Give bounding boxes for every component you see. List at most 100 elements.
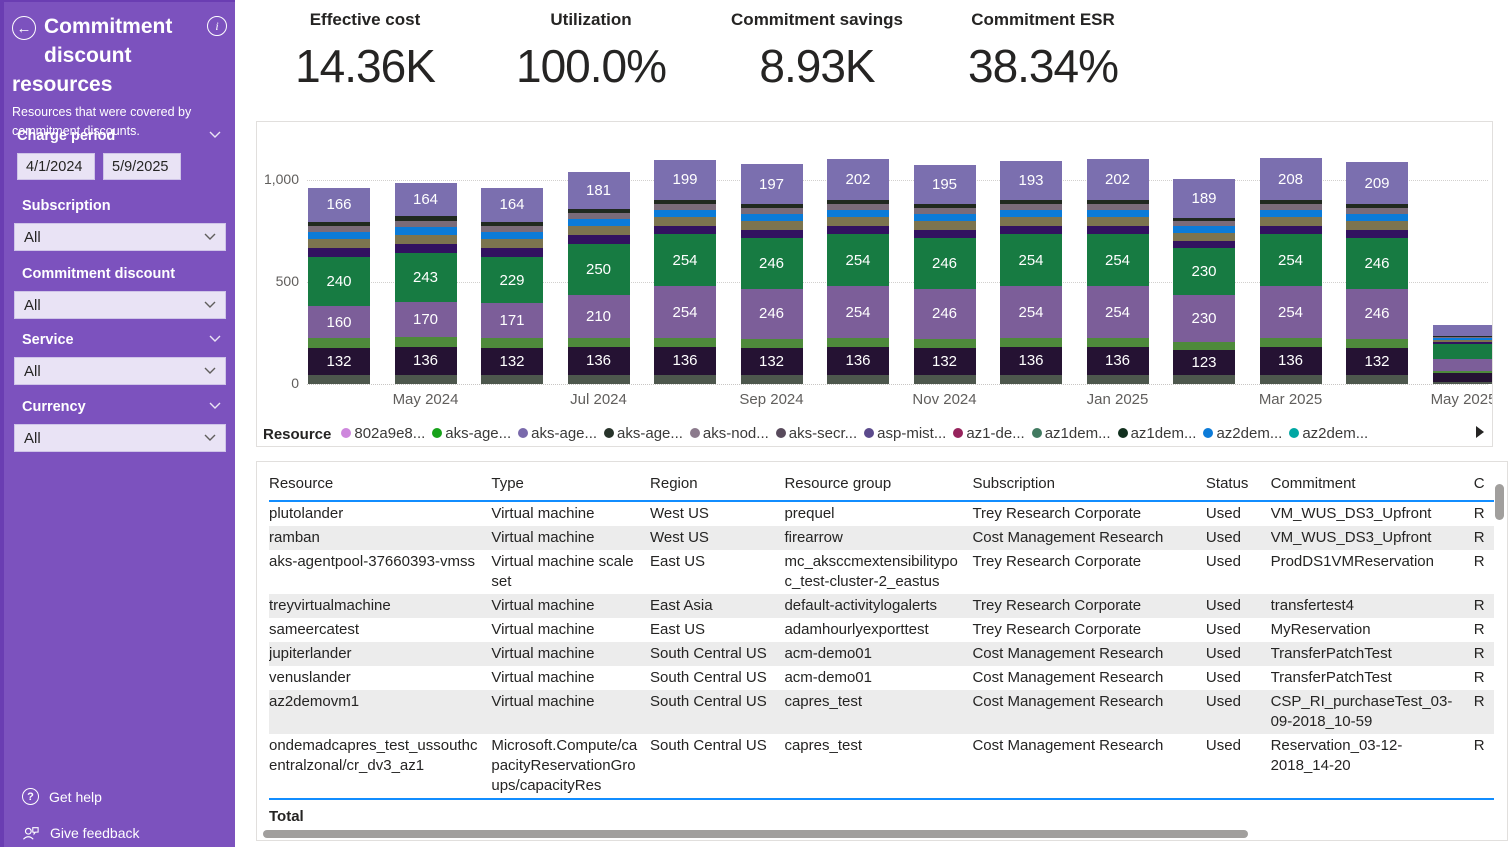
bar-sep-2024[interactable]: 132 246 246 197 <box>740 164 803 384</box>
bar-may-2025[interactable] <box>1432 324 1492 384</box>
segment-blue[interactable] <box>1432 338 1492 340</box>
segment-dark-purple[interactable]: 123 <box>1173 350 1235 376</box>
kpi-card-utilization[interactable]: Utilization 100.0% <box>478 6 704 93</box>
segment-indigo[interactable] <box>1346 230 1408 239</box>
table-row-plutolander[interactable]: plutolander Virtual machine West US prequel… <box>269 501 1494 526</box>
chevron-down-icon[interactable] <box>209 402 221 410</box>
segment-forest[interactable] <box>1432 336 1492 338</box>
back-button[interactable]: ← <box>12 16 36 40</box>
segment-sage-base[interactable] <box>913 374 976 384</box>
segment-light-green[interactable] <box>1000 337 1062 347</box>
segment-dark-purple[interactable] <box>1432 373 1492 382</box>
segment-purple[interactable]: 254 <box>827 286 889 338</box>
segment-light-green[interactable] <box>740 338 803 348</box>
segment-indigo[interactable] <box>1086 226 1149 235</box>
segment-purple[interactable]: 254 <box>1000 286 1062 338</box>
segment-light-purple[interactable]: 208 <box>1259 157 1322 201</box>
segment-sage-base[interactable] <box>827 374 889 384</box>
bar-feb-2025[interactable]: 123 230 230 189 <box>1173 179 1235 384</box>
segment-light-green[interactable] <box>567 337 630 347</box>
segment-green[interactable]: 246 <box>1346 238 1408 289</box>
segment-dark-purple[interactable]: 136 <box>1086 346 1149 375</box>
segment-purple[interactable]: 171 <box>481 303 543 339</box>
segment-indigo[interactable] <box>1000 226 1062 235</box>
segment-mauve[interactable] <box>1086 204 1149 211</box>
segment-indigo[interactable] <box>394 244 457 253</box>
segment-light-purple[interactable]: 209 <box>1346 161 1408 205</box>
segment-sage-base[interactable] <box>1346 374 1408 384</box>
segment-purple[interactable]: 160 <box>308 305 370 339</box>
segment-mauve[interactable] <box>1432 337 1492 339</box>
segment-light-green[interactable] <box>1173 342 1235 351</box>
bar-may-2024[interactable]: 136 170 243 164 <box>394 182 457 384</box>
segment-sage-base[interactable] <box>1000 374 1062 384</box>
segment-mauve[interactable] <box>394 220 457 227</box>
legend-item-aks-age[interactable]: aks-age... <box>432 425 511 442</box>
segment-green[interactable]: 243 <box>394 252 457 303</box>
segment-green[interactable]: 254 <box>1259 234 1322 287</box>
segment-mauve[interactable] <box>567 212 630 219</box>
segment-light-purple[interactable]: 195 <box>913 164 976 205</box>
column-header-subscription[interactable]: Subscription <box>972 462 1206 502</box>
segment-forest[interactable] <box>567 208 630 213</box>
segment-light-green[interactable] <box>654 337 716 347</box>
legend-item-aks-nod[interactable]: aks-nod... <box>689 425 769 442</box>
segment-khaki[interactable] <box>1432 339 1492 343</box>
segment-light-green[interactable] <box>308 338 370 348</box>
segment-khaki[interactable] <box>1346 221 1408 231</box>
segment-purple[interactable]: 246 <box>913 288 976 339</box>
segment-forest[interactable] <box>1000 200 1062 205</box>
segment-green[interactable]: 254 <box>827 234 889 287</box>
segment-indigo[interactable] <box>740 230 803 239</box>
legend-item-az1dem[interactable]: az1dem... <box>1117 425 1196 442</box>
horizontal-scrollbar[interactable] <box>263 830 1248 838</box>
bar-oct-2024[interactable]: 136 254 254 202 <box>827 159 889 384</box>
segment-khaki[interactable] <box>1173 232 1235 242</box>
table-row-jupiterlander[interactable]: jupiterlander Virtual machine South Centra… <box>269 642 1494 666</box>
column-header-commitment[interactable]: Commitment <box>1270 462 1474 502</box>
segment-khaki[interactable] <box>1259 217 1322 227</box>
segment-light-purple[interactable]: 189 <box>1173 179 1235 218</box>
vertical-scrollbar[interactable] <box>1495 484 1504 520</box>
segment-green[interactable]: 254 <box>654 234 716 287</box>
segment-khaki[interactable] <box>567 225 630 236</box>
kpi-card-commitment-esr[interactable]: Commitment ESR 38.34% <box>930 6 1156 93</box>
segment-blue[interactable] <box>567 218 630 226</box>
segment-sage-base[interactable] <box>308 374 370 384</box>
segment-indigo[interactable] <box>654 226 716 235</box>
segment-light-purple[interactable]: 199 <box>654 159 716 201</box>
segment-dark-purple[interactable]: 132 <box>481 347 543 375</box>
segment-forest[interactable] <box>1346 204 1408 209</box>
segment-dark-purple[interactable]: 132 <box>1346 347 1408 375</box>
segment-khaki[interactable] <box>481 239 543 249</box>
segment-blue[interactable] <box>308 231 370 240</box>
column-header-resource[interactable]: Resource <box>269 462 492 502</box>
segment-indigo[interactable] <box>1432 342 1492 344</box>
segment-blue[interactable] <box>827 210 889 218</box>
segment-mauve[interactable] <box>827 204 889 211</box>
segment-mauve[interactable] <box>1173 221 1235 227</box>
segment-sage-base[interactable] <box>394 374 457 384</box>
segment-light-green[interactable] <box>481 338 543 348</box>
info-button[interactable]: i <box>207 16 227 36</box>
segment-purple[interactable]: 254 <box>654 286 716 338</box>
table-row-aks-agentpool-37660393-vmss[interactable]: aks-agentpool-37660393-vmss Virtual machi… <box>269 550 1494 594</box>
table-row-ramban[interactable]: ramban Virtual machine West US firearrow Cos… <box>269 526 1494 550</box>
bar-nov-2024[interactable]: 132 246 246 195 <box>913 164 976 384</box>
legend-next-icon[interactable] <box>1476 426 1484 438</box>
segment-green[interactable]: 254 <box>1000 234 1062 287</box>
column-header-c[interactable]: C <box>1473 462 1494 502</box>
segment-light-purple[interactable]: 166 <box>308 187 370 222</box>
segment-blue[interactable] <box>913 214 976 222</box>
segment-sage-base[interactable] <box>1173 375 1235 384</box>
segment-green[interactable] <box>1432 343 1492 360</box>
segment-green[interactable]: 240 <box>308 256 370 306</box>
segment-light-purple[interactable]: 181 <box>567 171 630 209</box>
chevron-down-icon[interactable] <box>209 335 221 343</box>
segment-mauve[interactable] <box>654 204 716 211</box>
segment-blue[interactable] <box>1000 210 1062 218</box>
segment-khaki[interactable] <box>1000 217 1062 227</box>
legend-item-aks-age[interactable]: aks-age... <box>518 425 597 442</box>
segment-sage-base[interactable] <box>740 374 803 384</box>
segment-indigo[interactable] <box>567 235 630 244</box>
